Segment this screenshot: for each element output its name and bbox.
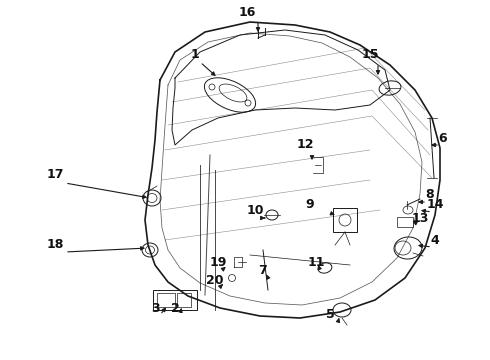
Bar bbox=[397, 217, 413, 227]
Text: 14: 14 bbox=[426, 198, 444, 211]
Text: 18: 18 bbox=[47, 238, 64, 252]
Text: 6: 6 bbox=[439, 131, 447, 144]
Text: 20: 20 bbox=[206, 274, 224, 287]
Bar bbox=[153, 290, 197, 310]
Text: 9: 9 bbox=[306, 198, 314, 211]
Text: 5: 5 bbox=[326, 309, 334, 321]
Text: 10: 10 bbox=[246, 203, 264, 216]
Text: 19: 19 bbox=[209, 256, 227, 270]
Text: 17: 17 bbox=[46, 168, 64, 181]
Bar bbox=[157, 293, 175, 307]
Text: 16: 16 bbox=[238, 5, 256, 18]
Text: 7: 7 bbox=[258, 265, 267, 278]
Text: 15: 15 bbox=[361, 49, 379, 62]
Text: 8: 8 bbox=[426, 189, 434, 202]
Bar bbox=[177, 293, 191, 307]
Text: 2: 2 bbox=[171, 302, 179, 315]
Text: 11: 11 bbox=[307, 256, 325, 270]
Text: 3: 3 bbox=[151, 302, 159, 315]
Text: 12: 12 bbox=[296, 139, 314, 152]
Text: 4: 4 bbox=[431, 234, 440, 247]
Text: 1: 1 bbox=[191, 49, 199, 62]
Bar bbox=[333, 208, 357, 232]
Text: 13: 13 bbox=[411, 211, 429, 225]
